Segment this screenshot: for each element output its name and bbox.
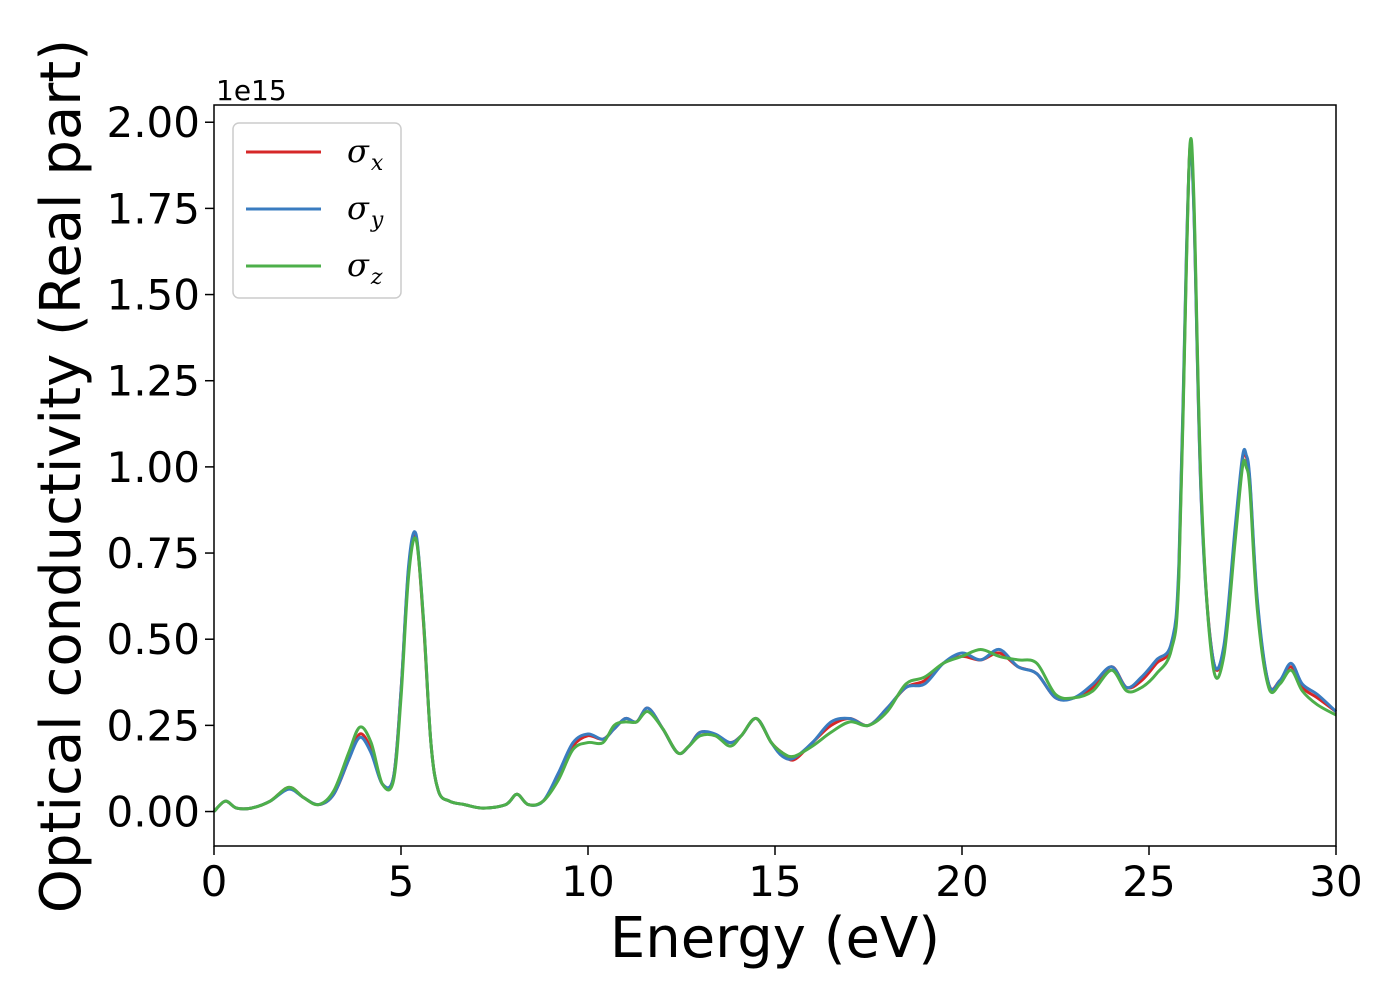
x-tick-label: 10 [561, 857, 614, 906]
x-axis-ticks: 0 5 10 15 20 25 30 [201, 846, 1363, 906]
y-tick-label: 1.25 [106, 357, 200, 406]
y-tick-label: 0.50 [106, 615, 200, 664]
y-axis-label: Optical conductivity (Real part) [29, 39, 94, 913]
y-tick-label: 1.75 [106, 184, 200, 233]
series-layer [212, 136, 1338, 813]
y-tick-label: 1.00 [106, 443, 200, 492]
x-axis-label: Energy (eV) [610, 906, 940, 971]
y-offset-label: 1e15 [216, 74, 287, 107]
y-tick-label: 0.00 [106, 788, 200, 837]
x-tick-label: 25 [1122, 857, 1175, 906]
y-tick-label: 0.25 [106, 701, 200, 750]
series-line-z [212, 136, 1337, 813]
y-axis-ticks: 0.00 0.25 0.50 0.75 1.00 1.25 1.50 1.75 2.00 [106, 98, 214, 837]
x-tick-label: 0 [201, 857, 228, 906]
x-tick-label: 15 [748, 857, 801, 906]
y-tick-label: 2.00 [106, 98, 200, 147]
y-tick-label: 0.75 [106, 529, 200, 578]
x-tick-label: 5 [388, 857, 415, 906]
x-tick-label: 20 [935, 857, 988, 906]
y-tick-label: 1.50 [106, 271, 200, 320]
x-tick-label: 30 [1309, 857, 1362, 906]
